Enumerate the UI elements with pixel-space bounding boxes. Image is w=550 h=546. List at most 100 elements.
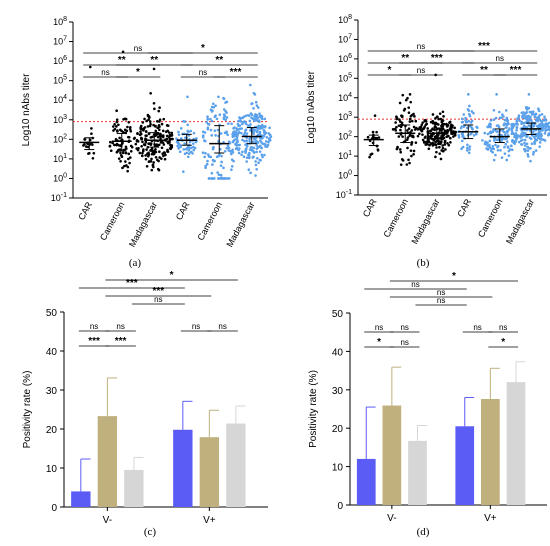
y-tick-label: 10 <box>46 464 58 475</box>
data-point <box>140 136 143 140</box>
data-point <box>441 133 444 137</box>
data-point <box>518 119 521 122</box>
data-point <box>244 128 248 132</box>
data-point <box>128 127 132 131</box>
data-point <box>164 138 167 142</box>
data-point <box>244 143 247 146</box>
data-point <box>113 143 116 147</box>
x-tick-label: V- <box>103 515 112 526</box>
data-point <box>441 110 445 114</box>
data-point <box>203 155 206 159</box>
data-point <box>164 130 168 133</box>
data-point <box>492 158 496 162</box>
data-point <box>409 100 413 104</box>
data-point <box>503 152 507 155</box>
data-point <box>230 168 233 172</box>
data-point <box>489 125 492 129</box>
data-point <box>253 114 256 118</box>
data-point <box>526 155 530 158</box>
data-point <box>147 154 150 158</box>
x-tick-label: CAR <box>455 197 473 219</box>
data-point <box>134 142 138 146</box>
data-point <box>416 134 420 138</box>
data-point <box>182 148 186 151</box>
data-point <box>245 139 249 142</box>
data-point <box>536 118 540 122</box>
data-point <box>514 137 518 140</box>
data-point <box>446 141 449 145</box>
data-point <box>255 144 259 147</box>
data-point <box>408 161 411 165</box>
data-point <box>127 121 131 124</box>
significance-label: ns <box>400 338 408 347</box>
data-point <box>391 128 395 131</box>
data-point <box>396 146 399 149</box>
data-point <box>421 138 425 142</box>
data-point <box>141 151 144 155</box>
data-point <box>115 109 118 113</box>
data-point <box>491 144 495 148</box>
data-point <box>247 156 251 160</box>
data-point <box>225 116 229 119</box>
data-point <box>140 144 143 148</box>
data-point <box>472 134 476 137</box>
data-point <box>257 161 260 165</box>
data-point <box>222 166 225 170</box>
data-point <box>422 141 426 144</box>
y-tick-label: 103 <box>338 111 352 122</box>
data-point <box>467 109 471 112</box>
data-point <box>520 122 523 126</box>
data-point <box>435 150 438 154</box>
data-point <box>394 129 398 132</box>
data-point <box>151 164 155 167</box>
data-point <box>537 109 541 113</box>
data-point <box>510 144 513 148</box>
data-point <box>218 113 222 117</box>
bar <box>481 399 500 505</box>
data-point <box>108 140 112 144</box>
data-point <box>237 119 240 123</box>
data-point <box>260 153 264 157</box>
data-point <box>168 133 172 137</box>
data-point <box>184 136 187 139</box>
data-point <box>163 157 167 161</box>
data-point <box>405 163 409 166</box>
data-point <box>117 157 121 160</box>
data-point <box>210 134 214 137</box>
y-tick-label: 103 <box>53 114 67 125</box>
data-point <box>514 132 518 135</box>
data-point <box>232 127 235 130</box>
significance-label: * <box>501 337 505 348</box>
data-point <box>539 132 542 136</box>
data-point <box>533 139 537 143</box>
data-point <box>87 152 90 155</box>
data-point <box>119 154 123 157</box>
x-tick-label: V- <box>387 513 396 524</box>
y-tick-label: 10-1 <box>336 189 352 200</box>
data-point <box>447 143 451 147</box>
data-point <box>258 112 261 115</box>
data-point <box>125 129 129 133</box>
data-point <box>405 129 409 132</box>
data-point <box>462 135 465 139</box>
data-point <box>177 130 180 134</box>
data-point <box>449 136 452 140</box>
data-point <box>219 164 223 167</box>
data-point <box>541 124 545 128</box>
data-point <box>516 134 520 137</box>
data-point <box>154 129 158 133</box>
y-tick-label: 20 <box>332 424 344 435</box>
data-point <box>210 177 213 180</box>
data-point <box>421 133 424 136</box>
data-point <box>83 138 87 141</box>
data-point <box>420 128 423 132</box>
significance-label: ns <box>199 68 207 77</box>
data-point <box>124 145 128 149</box>
data-point <box>164 153 167 157</box>
x-tick-label: Cameroon <box>381 197 410 239</box>
significance-label: *** <box>510 65 522 76</box>
data-point <box>133 136 136 140</box>
y-tick-label: 101 <box>338 150 352 161</box>
data-point <box>434 117 437 120</box>
